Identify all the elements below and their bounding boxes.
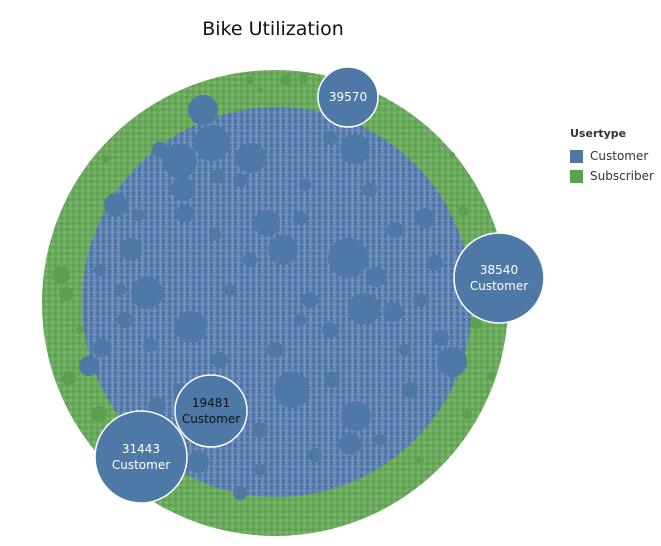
- customer-bubble[interactable]: [148, 397, 166, 415]
- chart-title: Bike Utilization: [202, 18, 344, 40]
- customer-bubble[interactable]: [117, 312, 133, 328]
- customer-bubble[interactable]: [233, 486, 247, 500]
- customer-bubble[interactable]: [323, 131, 337, 145]
- subscriber-bubble[interactable]: [458, 206, 468, 216]
- customer-bubble[interactable]: [387, 222, 403, 238]
- customer-bubble[interactable]: [348, 293, 380, 325]
- customer-bubble[interactable]: [302, 292, 318, 308]
- customer-bubble[interactable]: [104, 193, 128, 217]
- subscriber-bubble[interactable]: [416, 456, 424, 464]
- subscriber-bubble[interactable]: [101, 155, 109, 163]
- bubble-value-label: 38540: [480, 263, 518, 277]
- legend-item-customer[interactable]: Customer: [570, 146, 654, 166]
- customer-bubble[interactable]: [212, 352, 228, 368]
- customer-bubble[interactable]: [194, 125, 230, 161]
- legend-label-customer: Customer: [590, 149, 649, 163]
- customer-bubble[interactable]: [236, 143, 266, 173]
- legend-item-subscriber[interactable]: Subscriber: [570, 166, 654, 186]
- legend: Usertype Customer Subscriber: [570, 127, 654, 186]
- subscriber-bubble[interactable]: [280, 74, 292, 86]
- customer-bubble-labeled[interactable]: [317, 66, 379, 128]
- customer-bubble[interactable]: [243, 253, 257, 267]
- customer-bubble[interactable]: [252, 422, 268, 438]
- customer-bubble[interactable]: [324, 372, 340, 388]
- customer-bubble[interactable]: [402, 382, 418, 398]
- subscriber-bubble[interactable]: [52, 266, 70, 284]
- bubble-usertype-label: Customer: [470, 279, 528, 293]
- customer-bubble[interactable]: [294, 314, 306, 326]
- customer-bubble[interactable]: [254, 464, 266, 476]
- customer-bubble[interactable]: [114, 284, 126, 296]
- subscriber-bubble[interactable]: [449, 152, 455, 158]
- legend-swatch-subscriber: [570, 169, 583, 183]
- customer-bubble[interactable]: [175, 311, 207, 343]
- customer-bubble[interactable]: [143, 338, 157, 352]
- customer-bubble[interactable]: [233, 173, 247, 187]
- subscriber-bubble[interactable]: [59, 287, 73, 301]
- customer-bubble[interactable]: [341, 401, 371, 431]
- bubble-usertype-label: Customer: [112, 458, 170, 472]
- customer-bubble[interactable]: [268, 235, 298, 265]
- customer-bubble[interactable]: [374, 434, 386, 446]
- customer-bubble[interactable]: [299, 179, 311, 191]
- customer-bubble[interactable]: [211, 169, 225, 183]
- customer-bubble[interactable]: [120, 238, 142, 260]
- legend-swatch-customer: [570, 149, 583, 163]
- subscriber-bubble[interactable]: [62, 371, 76, 385]
- customer-bubble[interactable]: [322, 322, 338, 338]
- subscriber-bubble[interactable]: [462, 409, 472, 419]
- customer-bubble[interactable]: [339, 433, 361, 455]
- bubble-value-label: 39570: [329, 90, 367, 104]
- customer-bubble[interactable]: [79, 356, 99, 376]
- customer-bubble-labeled[interactable]: [174, 374, 248, 448]
- customer-bubble[interactable]: [293, 211, 307, 225]
- customer-bubble[interactable]: [437, 347, 467, 377]
- subscriber-bubble[interactable]: [91, 406, 107, 422]
- customer-bubble-labeled[interactable]: [94, 410, 188, 504]
- customer-bubble[interactable]: [308, 448, 322, 462]
- subscriber-bubble[interactable]: [257, 87, 263, 93]
- customer-bubble[interactable]: [188, 95, 218, 125]
- customer-bubble[interactable]: [340, 134, 370, 164]
- legend-label-subscriber: Subscriber: [590, 169, 654, 183]
- customer-bubble[interactable]: [254, 210, 280, 236]
- customer-bubble[interactable]: [399, 344, 411, 356]
- customer-bubble[interactable]: [224, 284, 236, 296]
- customer-bubble[interactable]: [363, 183, 377, 197]
- customer-bubble[interactable]: [427, 255, 443, 271]
- customer-bubble[interactable]: [187, 451, 209, 473]
- customer-bubble[interactable]: [274, 372, 310, 408]
- customer-bubble[interactable]: [152, 142, 168, 158]
- subscriber-bubble[interactable]: [486, 372, 494, 380]
- subscriber-bubble[interactable]: [298, 74, 308, 84]
- customer-bubble[interactable]: [163, 144, 197, 178]
- customer-bubble[interactable]: [171, 177, 195, 201]
- bubble-value-label: 31443: [122, 442, 160, 456]
- bubble-value-label: 19481: [192, 396, 230, 410]
- customer-bubble[interactable]: [131, 277, 163, 309]
- customer-bubble[interactable]: [94, 264, 106, 276]
- subscriber-bubble[interactable]: [76, 326, 84, 334]
- customer-bubble-labeled[interactable]: [453, 232, 545, 324]
- customer-bubble[interactable]: [176, 205, 194, 223]
- customer-bubble[interactable]: [93, 339, 111, 357]
- customer-bubble[interactable]: [413, 293, 427, 307]
- customer-bubble[interactable]: [267, 342, 283, 358]
- subscriber-bubble[interactable]: [246, 76, 254, 84]
- customer-bubble[interactable]: [328, 238, 368, 278]
- customer-bubble[interactable]: [366, 267, 386, 287]
- legend-title: Usertype: [570, 127, 627, 140]
- customer-bubble[interactable]: [209, 229, 221, 241]
- customer-bubble[interactable]: [415, 208, 435, 228]
- customer-bubble[interactable]: [433, 330, 449, 346]
- subscriber-bubble[interactable]: [470, 317, 482, 329]
- customer-bubble[interactable]: [383, 302, 403, 322]
- customer-bubble[interactable]: [132, 209, 144, 221]
- bubble-usertype-label: Customer: [182, 412, 240, 426]
